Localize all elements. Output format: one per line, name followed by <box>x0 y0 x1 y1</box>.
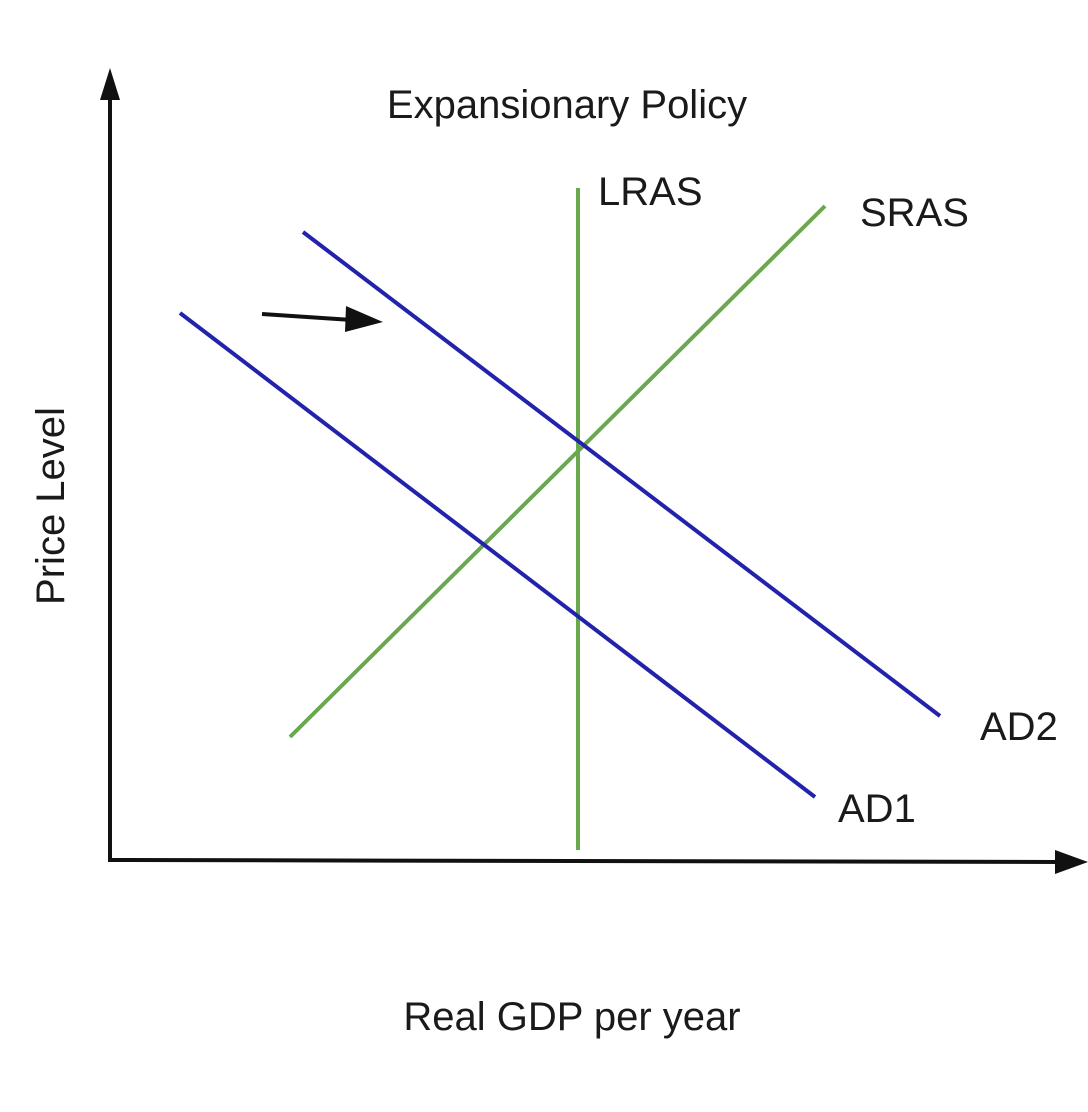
sras-label: SRAS <box>860 191 969 235</box>
x-axis-label: Real GDP per year <box>403 995 740 1039</box>
y-axis-label: Price Level <box>29 407 73 605</box>
ad2-curve <box>301 230 942 718</box>
chart-title: Expansionary Policy <box>387 83 747 127</box>
ad2-label: AD2 <box>980 705 1058 749</box>
x-axis <box>107 858 1061 864</box>
lras-label: LRAS <box>598 170 703 214</box>
axes <box>100 68 1088 874</box>
shift-arrow-icon <box>261 306 383 332</box>
ad1-label: AD1 <box>838 787 916 831</box>
y-axis-arrowhead <box>100 68 120 100</box>
ad1-curve <box>178 311 817 799</box>
sras-curve <box>288 204 827 739</box>
x-axis-arrowhead <box>1055 850 1088 874</box>
